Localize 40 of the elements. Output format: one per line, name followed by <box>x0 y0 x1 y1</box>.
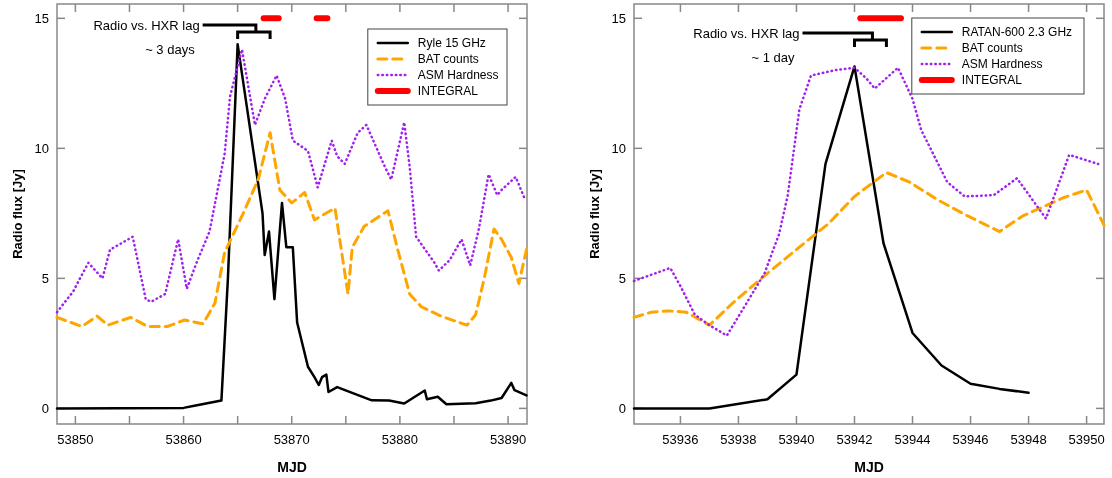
y-tick-label: 15 <box>611 10 626 26</box>
y-tick-label: 15 <box>34 10 49 26</box>
x-tick-label: 53938 <box>720 432 757 447</box>
legend-label: RATAN-600 2.3 GHz <box>961 25 1073 39</box>
line-series <box>55 131 529 328</box>
legend-label: ASM Hardness <box>961 57 1043 71</box>
x-tick-label: 53948 <box>1010 432 1047 447</box>
y-tick-label: 10 <box>34 140 49 156</box>
x-tick-label: 53942 <box>836 432 873 447</box>
y-axis-title: Radio flux [Jy] <box>10 169 25 259</box>
y-tick-label: 5 <box>41 270 49 286</box>
legend-label: ASM Hardness <box>417 68 499 82</box>
legend-label: BAT counts <box>961 41 1023 55</box>
y-tick-label: 0 <box>41 400 49 416</box>
annotation: ~ 1 day <box>751 50 795 65</box>
x-tick-label: 53860 <box>165 432 202 447</box>
annotation: ~ 3 days <box>145 42 196 57</box>
annotation: Radio vs. HXR lag <box>93 18 200 33</box>
x-tick-label: 53950 <box>1068 432 1105 447</box>
x-tick-label: 53870 <box>273 432 310 447</box>
line-series <box>632 66 1100 337</box>
x-tick-label: 53944 <box>894 432 931 447</box>
x-axis-title: MJD <box>277 459 307 475</box>
x-tick-label: 53880 <box>381 432 418 447</box>
legend-label: BAT counts <box>417 52 479 66</box>
y-tick-label: 5 <box>618 270 626 286</box>
annotation: Radio vs. HXR lag <box>693 26 800 41</box>
x-tick-label: 53940 <box>778 432 815 447</box>
x-tick-label: 53946 <box>952 432 989 447</box>
x-tick-label: 53850 <box>57 432 94 447</box>
y-axis-title: Radio flux [Jy] <box>587 169 602 259</box>
x-tick-label: 53936 <box>662 432 699 447</box>
legend-label: Ryle 15 GHz <box>417 36 486 50</box>
x-tick-label: 53890 <box>489 432 527 447</box>
y-tick-label: 10 <box>611 140 626 156</box>
legend-label: INTEGRAL <box>417 84 479 98</box>
legend-label: INTEGRAL <box>961 73 1023 87</box>
x-axis-title: MJD <box>854 459 884 475</box>
line-series <box>632 171 1106 327</box>
y-tick-label: 0 <box>618 400 626 416</box>
